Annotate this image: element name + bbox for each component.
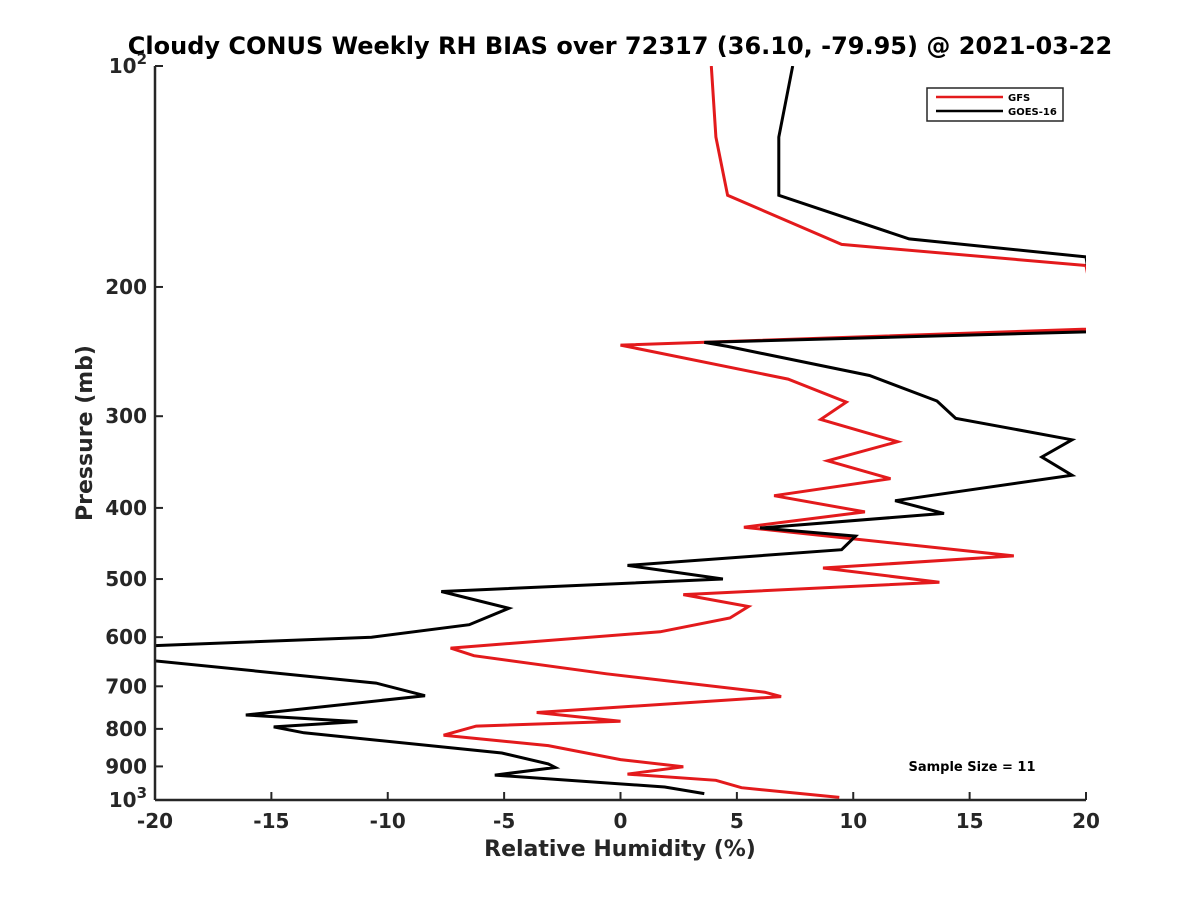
y-tick-label-base: 10 — [109, 54, 137, 78]
y-tick-label: 800 — [105, 717, 147, 741]
y-tick-label-exponent: 3 — [137, 784, 147, 802]
y-tick-label: 900 — [105, 754, 147, 778]
legend: GFS GOES-16 — [926, 87, 1064, 122]
legend-label-gfs: GFS — [1008, 93, 1030, 104]
y-tick-label: 600 — [105, 625, 147, 649]
y-tick-label: 700 — [105, 674, 147, 698]
y-tick-label: 200 — [105, 275, 147, 299]
series-layer — [155, 66, 1086, 799]
plot-area — [155, 66, 1086, 800]
x-tick-label: 15 — [956, 809, 984, 833]
x-axis-title: Relative Humidity (%) — [484, 837, 756, 862]
x-tick-label: 0 — [614, 809, 628, 833]
x-tick-label: -20 — [137, 809, 173, 833]
legend-label-goes16: GOES-16 — [1008, 107, 1057, 118]
chart-title: Cloudy CONUS Weekly RH BIAS over 72317 (… — [128, 32, 1112, 60]
sample-size-annotation: Sample Size = 11 — [908, 760, 1035, 775]
x-tick-label: -5 — [493, 809, 515, 833]
x-tick-label: -10 — [370, 809, 406, 833]
x-tick-label: 10 — [839, 809, 867, 833]
y-tick-label: 400 — [105, 496, 147, 520]
y-tick-label: 102 — [109, 50, 147, 78]
legend-box — [926, 87, 1064, 122]
x-axis-ticks: -20 -15 -10 -5 0 5 10 15 20 — [137, 792, 1100, 833]
series-line-goes16 — [155, 66, 1086, 796]
x-tick-label: -15 — [253, 809, 289, 833]
y-tick-label: 300 — [105, 404, 147, 428]
y-tick-label-base: 10 — [109, 788, 137, 812]
y-axis-title: Pressure (mb) — [73, 345, 98, 521]
series-line-gfs — [443, 66, 1086, 799]
x-tick-label: 20 — [1072, 809, 1100, 833]
x-tick-label: 5 — [730, 809, 744, 833]
y-tick-label-exponent: 2 — [137, 50, 147, 68]
y-tick-label: 500 — [105, 567, 147, 591]
y-tick-label: 103 — [109, 784, 147, 812]
